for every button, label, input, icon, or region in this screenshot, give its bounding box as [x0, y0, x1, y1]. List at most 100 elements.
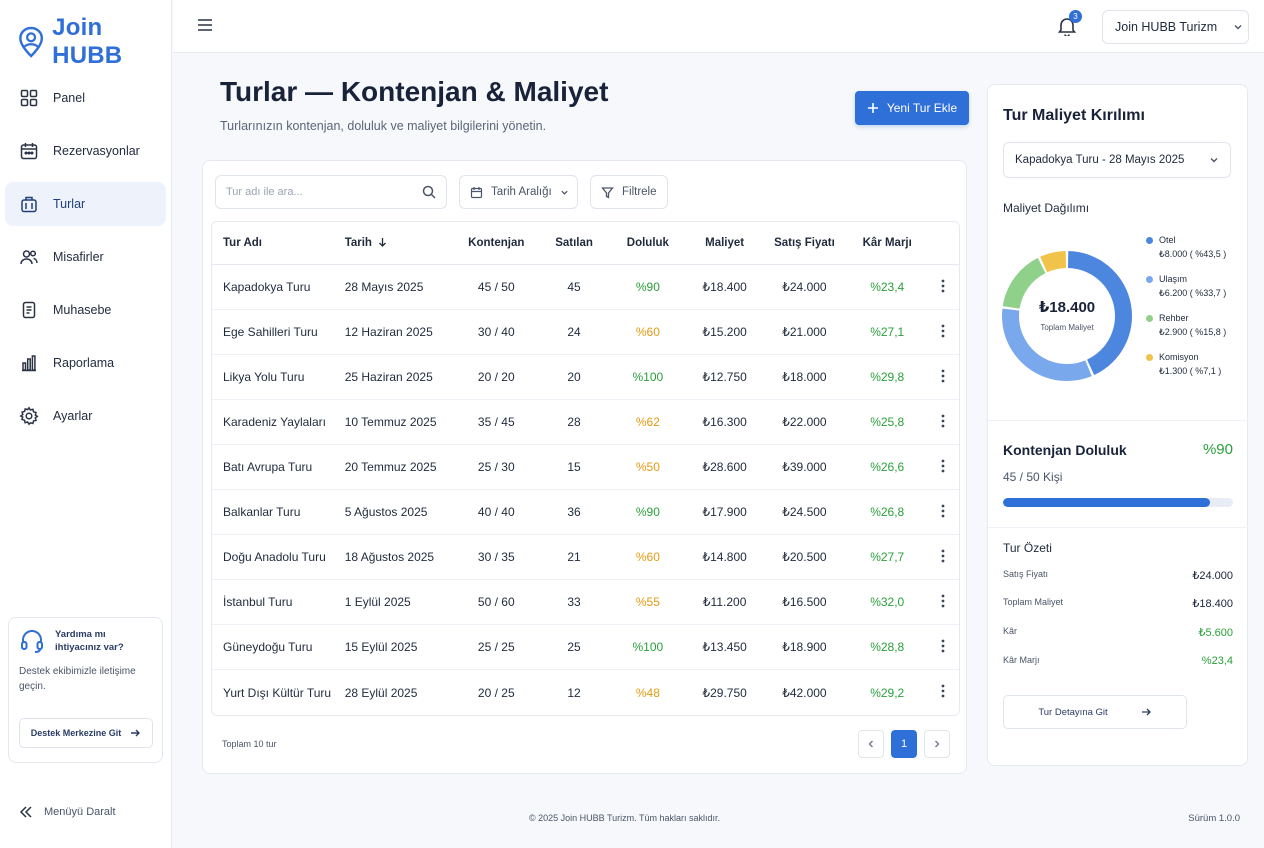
- arrow-right-icon: [131, 729, 141, 737]
- fill-rate-cell: %48: [635, 685, 660, 700]
- summary-label: Kâr Marjı: [1003, 655, 1040, 665]
- quota-cell: 25 / 25: [477, 640, 515, 654]
- row-actions-button[interactable]: [927, 414, 959, 431]
- menu-toggle-button[interactable]: [197, 18, 213, 35]
- tour-detail-button[interactable]: Tur Detayına Git: [1003, 695, 1187, 729]
- sidebar-item-ayarlar[interactable]: Ayarlar: [5, 394, 166, 438]
- table-row[interactable]: Yurt Dışı Kültür Turu 28 Eylül 2025 20 / 2…: [212, 670, 959, 715]
- col-header-margin[interactable]: Kâr Marjı: [862, 237, 912, 249]
- col-header-fill[interactable]: Doluluk: [626, 237, 669, 249]
- collapse-menu-button[interactable]: Menüyü Daralt: [18, 804, 116, 820]
- sidebar-item-raporlama[interactable]: Raporlama: [5, 341, 166, 385]
- table-row[interactable]: Güneydoğu Turu 15 Eylül 2025 25 / 25 25 %100…: [212, 625, 959, 670]
- plus-icon: [867, 103, 878, 113]
- filter-button[interactable]: Filtrele: [590, 175, 668, 209]
- summary-label: Kâr: [1003, 626, 1018, 636]
- page-button[interactable]: 1: [891, 730, 917, 758]
- tour-date-cell: 5 Ağustos 2025: [344, 505, 428, 519]
- table-row[interactable]: Kapadokya Turu 28 Mayıs 2025 45 / 50 45 %90 ₺…: [212, 265, 959, 310]
- sidebar-item-label: Rezervasyonlar: [53, 144, 140, 158]
- row-actions-button[interactable]: [927, 279, 959, 296]
- price-cell: ₺24.000: [782, 280, 827, 294]
- add-tour-button[interactable]: Yeni Tur Ekle: [855, 91, 969, 125]
- sidebar-item-rezervasyonlar[interactable]: Rezervasyonlar: [5, 129, 166, 173]
- organization-select[interactable]: Join HUBB Turizm: [1102, 10, 1249, 44]
- table-body: Kapadokya Turu 28 Mayıs 2025 45 / 50 45 %90 ₺…: [212, 265, 959, 715]
- margin-cell: %23,4: [870, 280, 905, 294]
- bar-chart-icon: [22, 355, 36, 372]
- row-actions-button[interactable]: [927, 594, 959, 611]
- pagination: 1: [858, 730, 950, 758]
- price-cell: ₺39.000: [782, 460, 827, 474]
- sold-cell: 45: [567, 280, 581, 294]
- cost-cell: ₺14.800: [702, 550, 747, 564]
- legend-percent: %43,5: [1195, 249, 1221, 259]
- donut-slice-komisyon[interactable]: [1040, 251, 1067, 273]
- tour-name-cell: Karadeniz Yaylaları: [223, 415, 326, 429]
- support-center-button[interactable]: Destek Merkezine Git: [19, 718, 153, 748]
- tour-date-cell: 1 Eylül 2025: [344, 595, 411, 609]
- table-row[interactable]: Doğu Anadolu Turu 18 Ağustos 2025 30 / 35 2…: [212, 535, 959, 580]
- sidebar-item-misafirler[interactable]: Misafirler: [5, 235, 166, 279]
- col-header-sold[interactable]: Satılan: [555, 237, 593, 249]
- donut-slice-rehber[interactable]: [1002, 257, 1046, 309]
- panel-divider: [988, 420, 1249, 421]
- col-header-date[interactable]: Tarih: [335, 237, 453, 249]
- row-actions-button[interactable]: [927, 684, 959, 701]
- row-actions-button[interactable]: [927, 369, 959, 386]
- search-placeholder: Tur adı ile ara...: [226, 186, 303, 198]
- headset-icon: [21, 630, 43, 653]
- chevron-down-icon: [1210, 158, 1218, 163]
- row-actions-button[interactable]: [927, 504, 959, 521]
- table-row[interactable]: Likya Yolu Turu 25 Haziran 2025 20 / 20 20%…: [212, 355, 959, 400]
- next-page-button[interactable]: [924, 730, 950, 758]
- col-header-quota[interactable]: Kontenjan: [468, 237, 525, 249]
- sidebar-item-turlar[interactable]: Turlar: [5, 182, 166, 226]
- col-header-name[interactable]: Tur Adı: [223, 237, 262, 249]
- chevron-down-icon: [561, 190, 568, 195]
- hamburger-icon: [198, 19, 212, 31]
- row-actions-button[interactable]: [927, 459, 959, 476]
- tour-date-cell: 18 Ağustos 2025: [344, 550, 435, 564]
- legend-dot: [1146, 236, 1153, 244]
- quota-cell: 30 / 35: [477, 550, 515, 564]
- col-header-price[interactable]: Satış Fiyatı: [774, 237, 835, 249]
- tour-name-cell: Ege Sahilleri Turu: [223, 325, 318, 339]
- sort-down-icon: [379, 238, 387, 247]
- sidebar-item-label: Turlar: [53, 197, 86, 211]
- table-row[interactable]: Ege Sahilleri Turu 12 Haziran 2025 30 / 40…: [212, 310, 959, 355]
- date-range-button[interactable]: Tarih Aralığı: [459, 175, 578, 209]
- price-cell: ₺21.000: [782, 325, 827, 339]
- sidebar-item-panel[interactable]: Panel: [5, 76, 166, 120]
- search-input[interactable]: Tur adı ile ara...: [215, 175, 447, 209]
- sidebar: Join HUBB Panel Rezervasyonlar Turlar Mi…: [0, 0, 172, 848]
- donut-slice-ulaşım[interactable]: [1002, 308, 1092, 381]
- more-vertical-icon: [941, 369, 945, 382]
- sidebar-item-muhasebe[interactable]: Muhasebe: [5, 288, 166, 332]
- sold-cell: 36: [567, 505, 581, 519]
- row-actions-button[interactable]: [927, 324, 959, 341]
- cost-cell: ₺11.200: [702, 595, 747, 609]
- tour-date-cell: 28 Eylül 2025: [344, 685, 418, 700]
- tours-table: Tur Adı Tarih Kontenjan Satılan Doluluk …: [211, 221, 960, 716]
- row-actions-button[interactable]: [927, 639, 959, 656]
- more-vertical-icon: [941, 504, 945, 517]
- margin-cell: %25,8: [870, 415, 905, 429]
- donut-legend: Otel ₺8.000 ( %43,5 ) Ulaşım ₺6.200 ( %3…: [1146, 235, 1242, 391]
- table-row[interactable]: Karadeniz Yaylaları 10 Temmuz 2025 35 / 45…: [212, 400, 959, 445]
- brand-logo[interactable]: Join HUBB: [18, 14, 171, 70]
- row-actions-button[interactable]: [927, 549, 959, 566]
- table-row[interactable]: Balkanlar Turu 5 Ağustos 2025 40 / 40 36 %90…: [212, 490, 959, 535]
- tour-detail-label: Tur Detayına Git: [1038, 706, 1108, 718]
- donut-slice-otel[interactable]: [1067, 251, 1132, 376]
- tour-select[interactable]: Kapadokya Turu - 28 Mayıs 2025: [1003, 142, 1231, 178]
- table-row[interactable]: Batı Avrupa Turu 20 Temmuz 2025 25 / 30 15%…: [212, 445, 959, 490]
- sold-cell: 20: [567, 370, 581, 384]
- more-vertical-icon: [941, 594, 945, 607]
- prev-page-button[interactable]: [858, 730, 884, 758]
- users-icon: [20, 250, 38, 265]
- cost-cell: ₺16.300: [702, 415, 747, 429]
- grid-icon: [20, 89, 38, 107]
- table-row[interactable]: İstanbul Turu 1 Eylül 2025 50 / 60 33 %55 ₺11…: [212, 580, 959, 625]
- col-header-cost[interactable]: Maliyet: [705, 237, 745, 249]
